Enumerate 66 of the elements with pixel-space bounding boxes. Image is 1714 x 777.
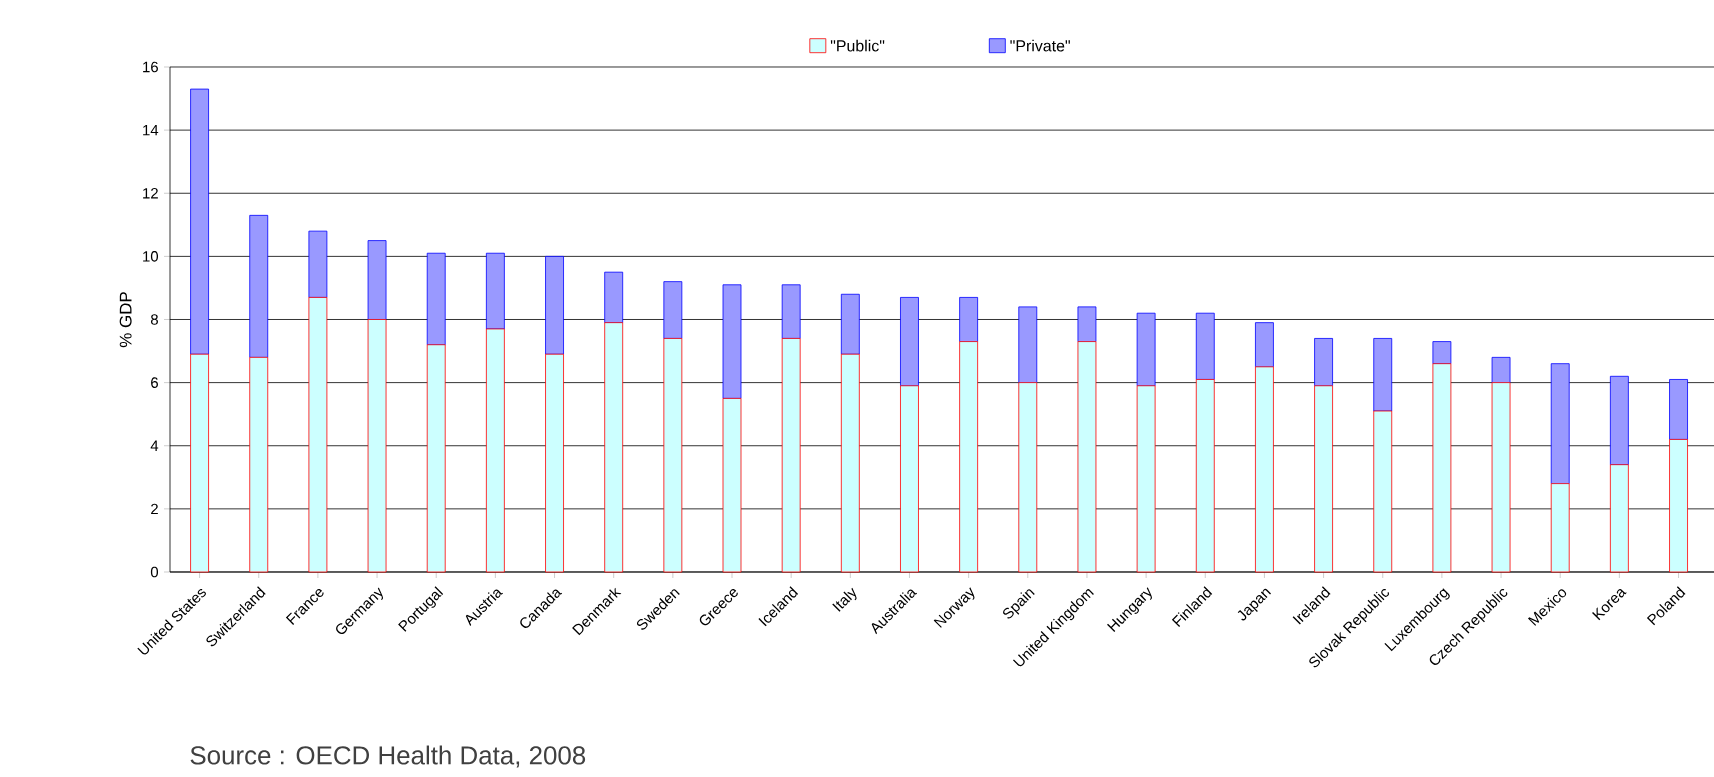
- bar: [367, 319, 387, 573]
- bar: [663, 281, 683, 339]
- bar: [1669, 439, 1688, 573]
- bar: [1136, 385, 1156, 573]
- bar: [485, 328, 505, 573]
- source-note: Source : OECD Health Data, 2008: [190, 745, 586, 768]
- bar: [545, 353, 564, 573]
- bar: [1018, 382, 1038, 573]
- bar: [1077, 341, 1097, 573]
- bar: [840, 353, 860, 573]
- bar: [1669, 379, 1688, 440]
- bar: [1255, 366, 1274, 573]
- bar: [604, 271, 624, 324]
- bar: [959, 341, 979, 573]
- bar: [722, 284, 742, 399]
- legend-label: "Private": [1010, 39, 1070, 52]
- bar: [308, 297, 328, 573]
- bar: [781, 338, 801, 573]
- bar: [900, 297, 919, 387]
- bar: [663, 338, 683, 573]
- y-tick-label: 16: [143, 61, 158, 73]
- legend-label: "Public": [830, 39, 885, 52]
- bar: [1609, 464, 1629, 573]
- y-tick-label: 4: [150, 440, 159, 451]
- bar: [1550, 483, 1570, 573]
- bar: [1255, 322, 1274, 368]
- bar: [604, 322, 624, 573]
- bar: [840, 293, 860, 355]
- bar: [1136, 312, 1156, 387]
- bar: [190, 88, 209, 355]
- bar: [249, 356, 269, 573]
- bar: [900, 385, 919, 573]
- bar: [1195, 379, 1215, 573]
- bar: [722, 398, 742, 573]
- bar: [1491, 356, 1511, 384]
- bar: [426, 252, 446, 346]
- bar: [545, 255, 564, 355]
- bar: [1373, 410, 1393, 573]
- bar: [1195, 312, 1215, 380]
- bar: [1432, 341, 1452, 365]
- y-tick-label: 6: [151, 377, 158, 388]
- bar: [249, 214, 269, 358]
- bar: [1373, 338, 1393, 412]
- bar: [1432, 363, 1452, 573]
- bar: [1314, 385, 1333, 573]
- y-tick-label: 10: [143, 251, 159, 262]
- bar: [1077, 306, 1097, 342]
- bar: [1491, 382, 1511, 573]
- bar: [1550, 363, 1570, 485]
- bar: [485, 252, 505, 330]
- bar: [1314, 338, 1333, 387]
- bar: [959, 297, 979, 342]
- y-tick-label: 0: [150, 566, 159, 578]
- bar: [426, 344, 446, 573]
- y-tick-label: 12: [143, 188, 158, 199]
- y-tick-label: 14: [143, 124, 159, 136]
- bar: [367, 240, 387, 320]
- y-tick-label: 8: [150, 314, 158, 325]
- y-axis-title: % GDP: [119, 292, 132, 348]
- bar: [308, 230, 328, 298]
- bar: [781, 284, 801, 339]
- x-tick-label: Italy: [832, 587, 857, 612]
- bar: [1609, 375, 1629, 466]
- bar: [190, 353, 209, 573]
- y-tick-label: 2: [151, 503, 158, 515]
- bar: [1018, 306, 1038, 384]
